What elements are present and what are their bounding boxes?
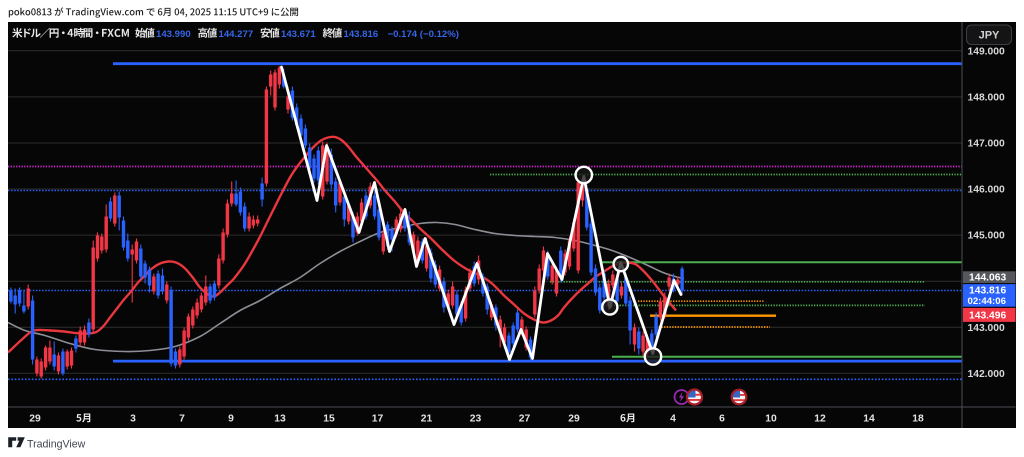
- svg-text:12: 12: [814, 413, 826, 424]
- svg-text:144.277: 144.277: [219, 28, 254, 39]
- svg-text:3: 3: [130, 413, 136, 424]
- svg-text:29: 29: [568, 413, 580, 424]
- svg-text:13: 13: [274, 413, 286, 424]
- svg-text:6: 6: [719, 413, 725, 424]
- svg-text:15: 15: [323, 413, 335, 424]
- svg-text:4: 4: [670, 413, 676, 424]
- svg-text:TradingView: TradingView: [27, 438, 86, 450]
- svg-text:145.000: 145.000: [968, 230, 1005, 241]
- svg-text:23: 23: [470, 413, 482, 424]
- svg-text:143.990: 143.990: [156, 28, 191, 39]
- svg-text:143.000: 143.000: [968, 322, 1005, 333]
- svg-text:149.000: 149.000: [968, 46, 1005, 57]
- svg-text:18: 18: [912, 413, 924, 424]
- svg-text:27: 27: [519, 413, 531, 424]
- svg-text:17: 17: [372, 413, 384, 424]
- svg-text:7: 7: [179, 413, 185, 424]
- svg-text:9: 9: [228, 413, 234, 424]
- svg-text:143.816: 143.816: [344, 28, 379, 39]
- svg-text:10: 10: [765, 413, 777, 424]
- svg-text:143.671: 143.671: [281, 28, 316, 39]
- svg-text:143.816: 143.816: [969, 285, 1006, 296]
- svg-text:142.000: 142.000: [968, 368, 1005, 379]
- svg-text:02:44:06: 02:44:06: [968, 295, 1006, 306]
- svg-text:144.063: 144.063: [969, 272, 1006, 283]
- svg-text:14: 14: [863, 413, 875, 424]
- svg-text:143.496: 143.496: [969, 310, 1006, 321]
- svg-text:JPY: JPY: [979, 29, 1000, 41]
- svg-text:148.000: 148.000: [968, 92, 1005, 103]
- svg-text:29: 29: [29, 413, 41, 424]
- svg-text:−0.174 (−0.12%): −0.174 (−0.12%): [388, 28, 459, 39]
- svg-text:147.000: 147.000: [968, 138, 1005, 149]
- svg-text:146.000: 146.000: [968, 184, 1005, 195]
- svg-text:21: 21: [421, 413, 433, 424]
